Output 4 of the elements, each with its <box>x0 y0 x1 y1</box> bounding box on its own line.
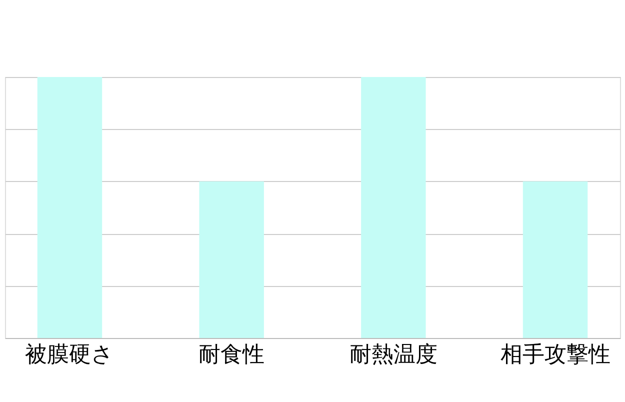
x-tick-label: 耐食性 <box>198 342 265 368</box>
x-tick-label: 相手攻撃性 <box>500 342 610 368</box>
x-tick-label: 被膜硬さ <box>25 342 114 368</box>
x-tick-label: 耐熱温度 <box>349 342 438 368</box>
